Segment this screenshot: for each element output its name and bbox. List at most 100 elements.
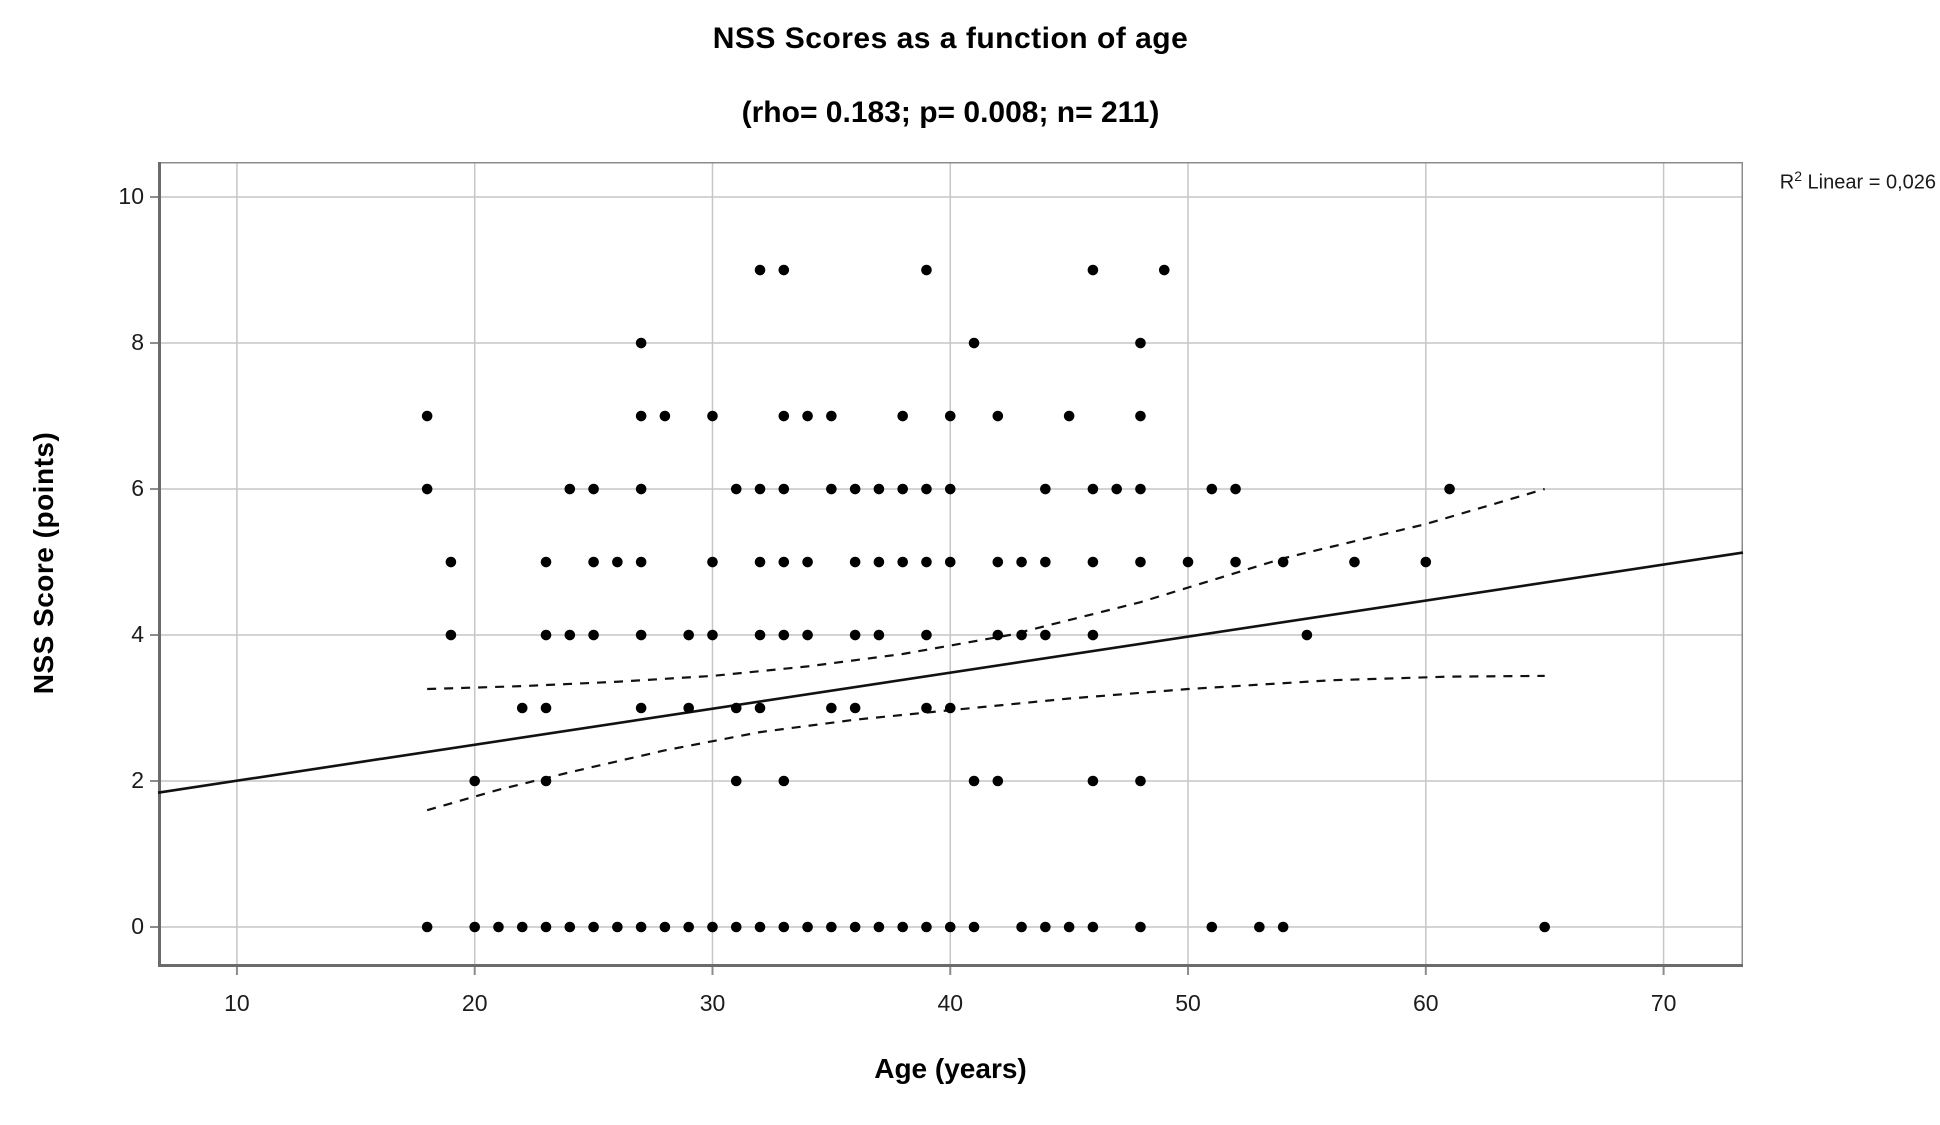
data-point bbox=[659, 410, 671, 422]
data-point bbox=[1040, 921, 1051, 933]
data-point bbox=[921, 629, 932, 641]
data-point bbox=[1087, 556, 1099, 568]
data-point bbox=[1277, 556, 1289, 568]
data-point bbox=[1539, 921, 1550, 933]
data-point bbox=[1182, 556, 1194, 568]
data-point bbox=[826, 702, 837, 714]
data-point bbox=[1301, 629, 1313, 641]
data-point bbox=[707, 556, 718, 568]
data-point bbox=[778, 921, 790, 933]
ci-upper-dashed-line bbox=[427, 487, 1546, 691]
data-point bbox=[540, 556, 552, 568]
r-squared-superscript: 2 bbox=[1794, 168, 1802, 184]
data-point bbox=[564, 921, 576, 933]
chart-title: NSS Scores as a function of age bbox=[712, 22, 1189, 55]
data-point bbox=[635, 556, 647, 568]
data-point bbox=[445, 629, 457, 641]
data-point bbox=[1087, 921, 1099, 933]
data-point bbox=[1444, 483, 1455, 495]
data-point bbox=[730, 775, 742, 787]
data-point bbox=[802, 410, 813, 422]
data-point bbox=[1063, 921, 1075, 933]
y-tick-label: 8 bbox=[131, 329, 144, 356]
data-point bbox=[730, 702, 742, 714]
x-tick-label: 10 bbox=[224, 990, 250, 1016]
data-point bbox=[897, 483, 909, 495]
y-tick-label: 0 bbox=[131, 912, 144, 939]
data-point bbox=[944, 483, 956, 495]
data-point bbox=[826, 921, 837, 933]
x-tick-label: 70 bbox=[1650, 990, 1677, 1016]
data-point bbox=[1135, 556, 1146, 568]
data-point bbox=[921, 556, 932, 568]
data-point bbox=[992, 556, 1004, 568]
data-point bbox=[421, 921, 433, 933]
data-point bbox=[992, 629, 1004, 641]
data-point bbox=[778, 775, 790, 787]
data-point bbox=[493, 921, 504, 933]
x-tick-label: 60 bbox=[1413, 990, 1439, 1016]
data-point bbox=[1230, 556, 1241, 568]
data-point bbox=[921, 483, 932, 495]
data-point bbox=[968, 921, 980, 933]
data-point bbox=[944, 921, 956, 933]
data-point bbox=[873, 921, 885, 933]
data-point bbox=[635, 337, 647, 349]
data-point bbox=[635, 629, 647, 641]
data-point bbox=[588, 629, 599, 641]
data-point bbox=[588, 921, 599, 933]
data-point bbox=[968, 775, 980, 787]
data-point bbox=[873, 629, 885, 641]
data-point bbox=[707, 410, 718, 422]
data-point bbox=[707, 629, 718, 641]
data-point bbox=[445, 556, 457, 568]
data-point bbox=[540, 775, 552, 787]
x-tick-label: 20 bbox=[461, 990, 488, 1016]
data-point bbox=[1016, 556, 1027, 568]
data-point bbox=[1206, 483, 1218, 495]
x-tick-label: 30 bbox=[699, 990, 726, 1016]
data-point bbox=[1230, 483, 1241, 495]
data-point bbox=[635, 483, 647, 495]
data-point bbox=[1206, 921, 1218, 933]
chart-subtitle: (rho= 0.183; p= 0.008; n= 211) bbox=[741, 96, 1160, 129]
data-point bbox=[778, 629, 790, 641]
data-point bbox=[612, 921, 623, 933]
data-point bbox=[873, 483, 885, 495]
data-point bbox=[683, 702, 695, 714]
data-point bbox=[826, 410, 837, 422]
r-squared-prefix: R bbox=[1779, 171, 1795, 194]
data-point bbox=[849, 921, 861, 933]
data-point bbox=[1135, 775, 1146, 787]
data-point bbox=[1087, 483, 1099, 495]
data-point bbox=[1063, 410, 1075, 422]
data-point bbox=[1040, 629, 1051, 641]
data-point bbox=[778, 264, 790, 276]
data-point bbox=[778, 556, 790, 568]
data-point bbox=[635, 410, 647, 422]
data-point bbox=[1277, 921, 1289, 933]
data-point bbox=[588, 556, 599, 568]
regression-line bbox=[157, 551, 1744, 794]
data-point bbox=[1135, 483, 1146, 495]
data-point bbox=[659, 921, 671, 933]
data-point bbox=[849, 702, 861, 714]
data-point bbox=[802, 921, 813, 933]
data-point bbox=[469, 921, 481, 933]
data-point bbox=[754, 921, 766, 933]
data-point bbox=[635, 702, 647, 714]
data-point bbox=[897, 921, 909, 933]
data-point bbox=[1040, 556, 1051, 568]
data-point bbox=[707, 921, 718, 933]
data-point bbox=[588, 483, 599, 495]
data-point bbox=[421, 483, 433, 495]
data-point bbox=[968, 337, 980, 349]
data-point bbox=[754, 264, 766, 276]
data-point bbox=[897, 556, 909, 568]
data-point bbox=[944, 556, 956, 568]
data-point bbox=[1016, 921, 1027, 933]
data-point bbox=[1111, 483, 1123, 495]
data-point bbox=[778, 483, 790, 495]
data-point bbox=[730, 483, 742, 495]
ci-lower-dashed-line bbox=[426, 674, 1545, 812]
